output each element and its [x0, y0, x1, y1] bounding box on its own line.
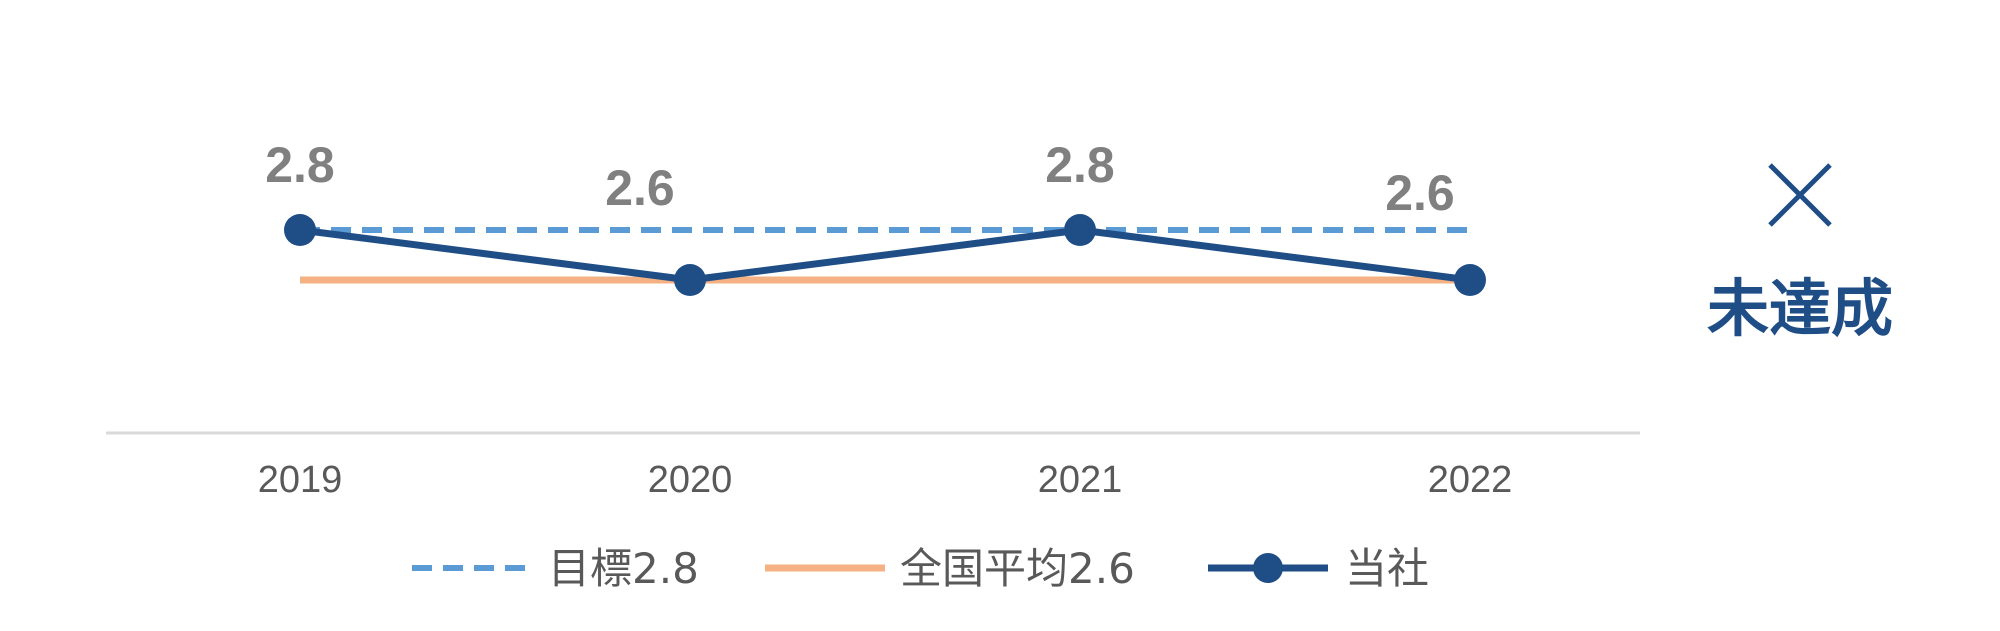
data-label: 2.8 — [265, 137, 335, 193]
x-tick-label: 2021 — [1038, 459, 1123, 501]
company-marker — [284, 214, 316, 246]
line-chart: 2019 2020 2021 2022 2.8 2.6 2.8 2.6 目標2.8 全国平均2.6… — [106, 137, 1640, 593]
x-tick-label: 2019 — [258, 459, 343, 501]
cross-icon — [1768, 163, 1832, 227]
data-label: 2.6 — [605, 160, 675, 216]
data-label: 2.8 — [1045, 137, 1115, 193]
legend-national-label: 全国平均2.6 — [900, 544, 1135, 593]
legend-company-label: 当社 — [1345, 544, 1429, 593]
company-line — [299, 226, 1471, 284]
company-marker — [1454, 264, 1486, 296]
data-label: 2.6 — [1385, 165, 1455, 221]
x-tick-label: 2022 — [1428, 459, 1513, 501]
company-marker — [674, 264, 706, 296]
company-marker — [1064, 214, 1096, 246]
legend-target-label: 目標2.8 — [548, 544, 699, 593]
status-label: 未達成 — [1706, 272, 1893, 345]
legend-company-marker — [1253, 553, 1283, 583]
x-tick-label: 2020 — [648, 459, 733, 501]
status-panel: 未達成 — [1660, 160, 1940, 348]
